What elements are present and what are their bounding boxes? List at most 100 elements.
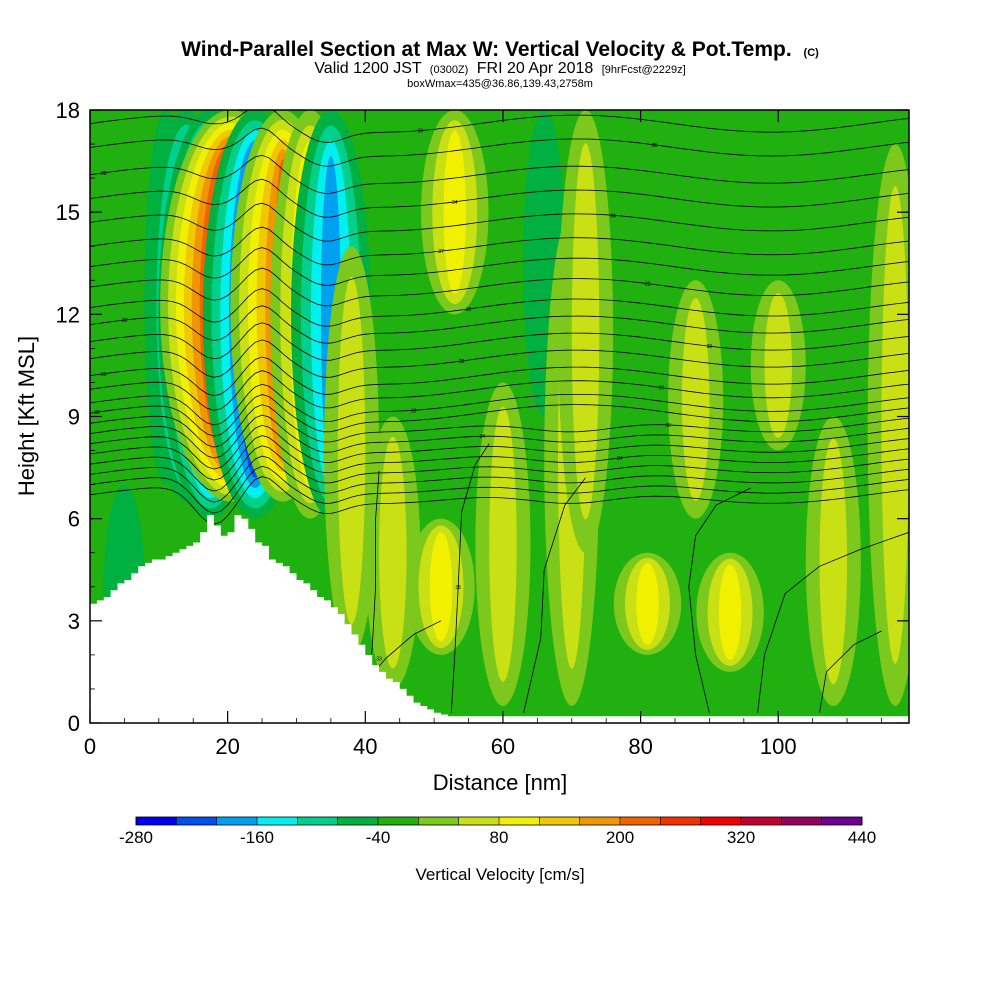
- theta-contour-13: [90, 322, 909, 361]
- low-contour-2: [523, 477, 586, 713]
- y-tick-label: 18: [56, 98, 80, 123]
- theta-contour-4: [90, 435, 909, 481]
- w-band: [379, 436, 407, 669]
- chart-title: Wind-Parallel Section at Max W: Vertical…: [181, 38, 819, 61]
- contour-labels: 34 34 36 32 30 28 56 28 30 30 30 32 37 34 34 38 86 38 35 33: [94, 129, 712, 663]
- colorbar-swatch: [176, 817, 217, 825]
- w-band: [764, 293, 792, 438]
- contour-label: 30: [411, 408, 417, 414]
- w-column-13: [475, 382, 531, 706]
- chart-subtitle: Valid 1200 JST (0300Z) FRI 20 Apr 2018 […: [314, 60, 685, 77]
- theta-contour-8: [90, 394, 909, 437]
- x-tick-label: 20: [215, 734, 239, 759]
- w-band: [819, 438, 848, 685]
- w-band: [443, 130, 467, 294]
- colorbar-tick-label: -280: [119, 828, 153, 847]
- theta-contour-5: [90, 424, 909, 470]
- w-band: [718, 564, 742, 660]
- w-column-22: [867, 144, 909, 706]
- colorbar-swatch: [821, 817, 863, 825]
- theta-contour-20: [90, 178, 909, 218]
- theta-contour-7: [90, 404, 909, 448]
- vertical-velocity-field: [103, 110, 909, 723]
- w-band: [429, 532, 453, 642]
- plot-area: 34 34 36 32 30 28 56 28 30 30 30 32 37 34 34 38 86 38 35 33: [90, 110, 909, 723]
- theta-contour-0: [90, 476, 909, 525]
- contour-label: 34: [480, 434, 486, 440]
- colorbar-tick-label: -160: [240, 828, 274, 847]
- colorbar-tick-label: 200: [606, 828, 634, 847]
- low-contour-3: [688, 487, 751, 713]
- subtitle-utc: (0300Z): [430, 64, 469, 76]
- colorbar-swatch: [781, 817, 822, 825]
- theta-contour-9: [90, 383, 909, 426]
- theta-contour-3: [90, 445, 909, 492]
- w-column-11: [407, 518, 475, 655]
- contour-label: 28: [459, 359, 465, 365]
- contour-label: 38: [101, 171, 107, 177]
- colorbar-swatch: [539, 817, 580, 825]
- contour-label: 38: [418, 129, 424, 135]
- contour-label: 30: [707, 344, 713, 350]
- y-tick-label: 3: [68, 609, 80, 634]
- colorbar: -280 -160 -40 80 200 320 440: [119, 816, 876, 847]
- w-column-17: [613, 552, 682, 655]
- contour-label: 33: [376, 656, 382, 662]
- colorbar-frame: [135, 816, 863, 826]
- theta-contour-1: [90, 465, 909, 514]
- y-axis-label: Height [Kft MSL]: [14, 336, 39, 496]
- colorbar-swatch: [136, 817, 177, 825]
- colorbar-swatch: [579, 817, 621, 825]
- terrain: [90, 515, 909, 723]
- theta-contour-10: [90, 370, 909, 411]
- contour-label: 86: [652, 143, 658, 149]
- subtitle-box: boxWmax=435@36.86,139.43,2758m: [407, 78, 593, 90]
- theta-contour-22: [90, 127, 909, 167]
- contour-label: 34: [610, 213, 616, 219]
- title-mark: (C): [804, 47, 820, 59]
- theta-contour-14: [90, 305, 909, 344]
- colorbar-swatch: [620, 817, 661, 825]
- w-column-16: [558, 110, 614, 553]
- colorbar-tick-label: 80: [490, 828, 509, 847]
- theta-contour-15: [90, 288, 909, 327]
- contour-label: 32: [94, 410, 100, 416]
- colorbar-swatch: [418, 817, 459, 825]
- theta-contour-16: [90, 267, 909, 307]
- w-band: [636, 562, 659, 645]
- w-column-20: [750, 280, 806, 451]
- x-tick-label: 60: [491, 734, 515, 759]
- w-band: [489, 406, 517, 682]
- contour-label: 34: [617, 456, 623, 462]
- contour-label: 30: [122, 318, 128, 324]
- contour-label: 35: [455, 585, 461, 591]
- theta-contour-12: [90, 339, 909, 378]
- colorbar-swatch: [660, 817, 701, 825]
- colorbar-swatch: [297, 817, 338, 825]
- colorbar-swatch: [700, 817, 742, 825]
- colorbar-label: Vertical Velocity [cm/s]: [415, 865, 584, 884]
- w-column-12: [421, 110, 489, 315]
- colorbar-swatch: [257, 817, 298, 825]
- low-contour-1: [450, 443, 490, 713]
- colorbar-swatch: [337, 817, 379, 825]
- w-column-21: [805, 416, 861, 706]
- contour-label: 34: [452, 200, 458, 206]
- subtitle-date: FRI 20 Apr 2018: [477, 60, 594, 77]
- y-tick-label: 6: [68, 507, 80, 532]
- colorbar-tick-label: 320: [727, 828, 755, 847]
- y-tick-label: 9: [68, 405, 80, 430]
- y-tick-label: 15: [56, 200, 80, 225]
- x-tick-label: 100: [760, 734, 797, 759]
- contour-label: 30: [466, 307, 472, 313]
- w-column-18: [668, 280, 724, 519]
- theta-contour-23: [90, 110, 909, 143]
- colorbar-swatch: [458, 817, 500, 825]
- colorbar-tick-label: -40: [366, 828, 391, 847]
- low-contour-5: [819, 630, 882, 713]
- y-tick-label: 0: [68, 711, 80, 736]
- subtitle-fcst: [9hrFcst@2229z]: [602, 64, 686, 76]
- w-band: [571, 143, 600, 520]
